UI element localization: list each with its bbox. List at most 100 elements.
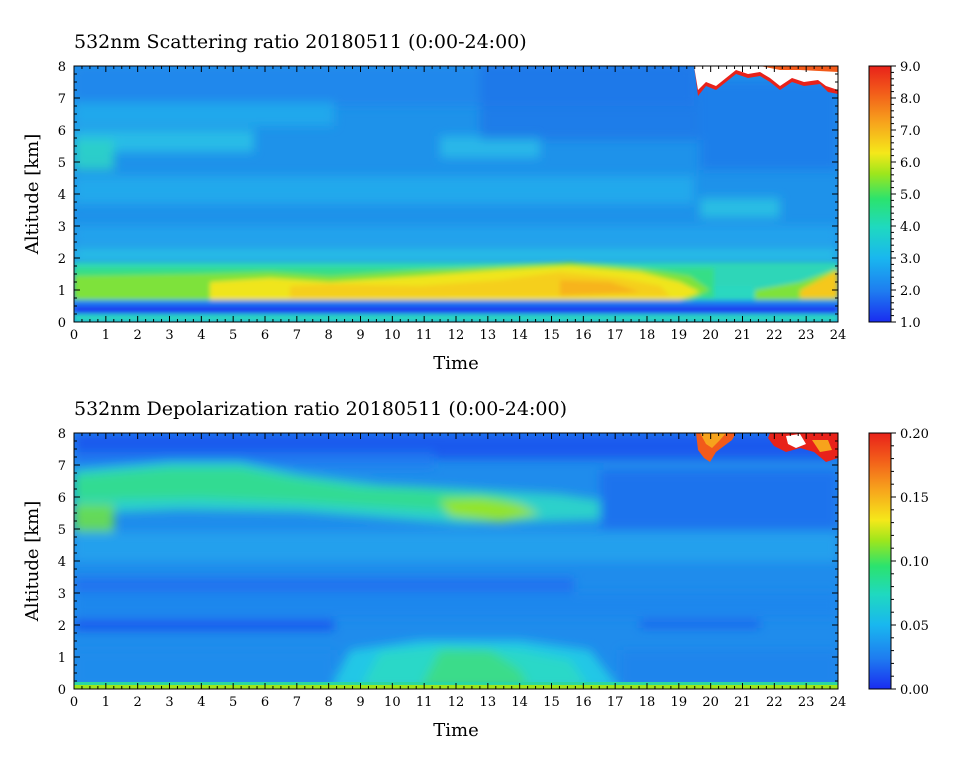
x-tick-label: 11: [416, 695, 433, 710]
colorbar-tick-label: 0.10: [900, 555, 929, 570]
colorbar-tick-label: 8.0: [900, 92, 921, 107]
colorbar-tick-label: 3.0: [900, 252, 921, 267]
x-tick-label: 21: [734, 328, 751, 343]
x-tick-label: 16: [575, 328, 592, 343]
y-tick-label: 8: [58, 60, 66, 75]
y-tick-label: 6: [58, 491, 66, 506]
y-tick-label: 0: [58, 316, 66, 331]
colorbar-tick-label: 0.00: [900, 683, 929, 698]
colorbar-gradient: [868, 65, 892, 323]
heatmap-field: [74, 433, 838, 689]
x-tick-label: 3: [165, 328, 173, 343]
y-tick-label: 7: [58, 92, 66, 107]
y-tick-label: 7: [58, 459, 66, 474]
x-tick-label: 23: [798, 328, 815, 343]
colorbar-tick-label: 0.15: [900, 491, 929, 506]
x-axis-label: Time: [433, 353, 478, 374]
x-tick-label: 7: [293, 328, 301, 343]
y-axis-label: Altitude [km]: [22, 134, 43, 256]
y-axis-label: Altitude [km]: [22, 501, 43, 623]
chart-title: 532nm Scattering ratio 20180511 (0:00-24…: [74, 31, 527, 53]
x-tick-label: 2: [134, 695, 142, 710]
y-tick-label: 6: [58, 124, 66, 139]
x-tick-label: 23: [798, 695, 815, 710]
x-tick-label: 16: [575, 695, 592, 710]
y-tick-label: 1: [58, 651, 66, 666]
x-tick-label: 2: [134, 328, 142, 343]
colorbar-tick-label: 1.0: [900, 316, 921, 331]
x-tick-label: 9: [356, 695, 364, 710]
aerosol-layer: [74, 262, 838, 322]
y-tick-label: 1: [58, 284, 66, 299]
x-tick-label: 17: [607, 328, 624, 343]
x-tick-label: 6: [261, 695, 269, 710]
chart-scattering-ratio: 532nm Scattering ratio 20180511 (0:00-24…: [22, 31, 921, 374]
x-tick-label: 20: [702, 695, 719, 710]
colorbar-tick-label: 2.0: [900, 284, 921, 299]
cloud-feature: [694, 66, 838, 96]
x-tick-label: 0: [70, 328, 78, 343]
y-tick-label: 3: [58, 587, 66, 602]
x-tick-label: 8: [325, 328, 333, 343]
x-tick-label: 19: [671, 328, 688, 343]
x-axis-label: Time: [433, 720, 478, 741]
chart-title: 532nm Depolarization ratio 20180511 (0:0…: [74, 398, 567, 420]
colorbar-gradient: [868, 432, 892, 690]
x-axis: 0 1 2 3 4 5 6 7 8 9 10 11 12 13 14 15 16 17 18 19 20 21 22 23 24: [70, 66, 846, 343]
y-tick-label: 8: [58, 427, 66, 442]
x-tick-label: 20: [702, 328, 719, 343]
colorbar-tick-label: 7.0: [900, 124, 921, 139]
colorbar-ticks: 0.00 0.05 0.10 0.15 0.20: [891, 427, 929, 698]
x-tick-label: 10: [384, 328, 401, 343]
x-tick-label: 3: [165, 695, 173, 710]
field-structure: [74, 433, 838, 689]
y-axis: 0 1 2 3 4 5 6 7 8: [58, 60, 838, 331]
y-tick-label: 5: [58, 523, 66, 538]
x-tick-label: 17: [607, 695, 624, 710]
x-tick-label: 7: [293, 695, 301, 710]
cloud-feature: [696, 433, 838, 462]
x-tick-label: 1: [102, 328, 110, 343]
x-tick-label: 5: [229, 328, 237, 343]
y-tick-label: 2: [58, 252, 66, 267]
y-tick-label: 3: [58, 220, 66, 235]
x-tick-label: 15: [543, 328, 560, 343]
colorbar: 0.00 0.05 0.10 0.15 0.20: [868, 427, 929, 698]
x-tick-label: 12: [448, 695, 465, 710]
x-tick-label: 0: [70, 695, 78, 710]
colorbar-tick-label: 5.0: [900, 188, 921, 203]
x-tick-label: 10: [384, 695, 401, 710]
y-tick-label: 2: [58, 619, 66, 634]
y-axis: 0 1 2 3 4 5 6 7 8: [58, 427, 838, 698]
x-tick-label: 22: [766, 328, 783, 343]
colorbar-tick-label: 0.20: [900, 427, 929, 442]
x-tick-label: 14: [511, 695, 528, 710]
y-tick-label: 5: [58, 156, 66, 171]
colorbar-ticks: 1.0 2.0 3.0 4.0 5.0 6.0 7.0 8.0 9.0: [891, 60, 921, 331]
x-tick-label: 19: [671, 695, 688, 710]
x-tick-label: 21: [734, 695, 751, 710]
x-tick-label: 24: [830, 695, 847, 710]
x-tick-label: 11: [416, 328, 433, 343]
x-tick-label: 15: [543, 695, 560, 710]
x-tick-label: 24: [830, 328, 847, 343]
x-tick-label: 12: [448, 328, 465, 343]
x-axis: 0 1 2 3 4 5 6 7 8 9 10 11 12 13 14 15 16 17 18 19 20 21 22 23 24: [70, 433, 846, 710]
x-tick-label: 13: [480, 328, 497, 343]
y-tick-label: 4: [58, 188, 66, 203]
colorbar-tick-label: 0.05: [900, 619, 929, 634]
colorbar-tick-label: 9.0: [900, 60, 921, 75]
x-tick-label: 18: [639, 328, 656, 343]
colorbar: 1.0 2.0 3.0 4.0 5.0 6.0 7.0 8.0 9.0: [868, 60, 921, 331]
x-tick-label: 14: [511, 328, 528, 343]
x-tick-label: 6: [261, 328, 269, 343]
x-tick-label: 22: [766, 695, 783, 710]
x-tick-label: 13: [480, 695, 497, 710]
x-tick-label: 4: [197, 328, 205, 343]
x-tick-label: 9: [356, 328, 364, 343]
x-tick-label: 18: [639, 695, 656, 710]
x-tick-label: 1: [102, 695, 110, 710]
field-structure: [74, 66, 838, 262]
x-tick-label: 4: [197, 695, 205, 710]
